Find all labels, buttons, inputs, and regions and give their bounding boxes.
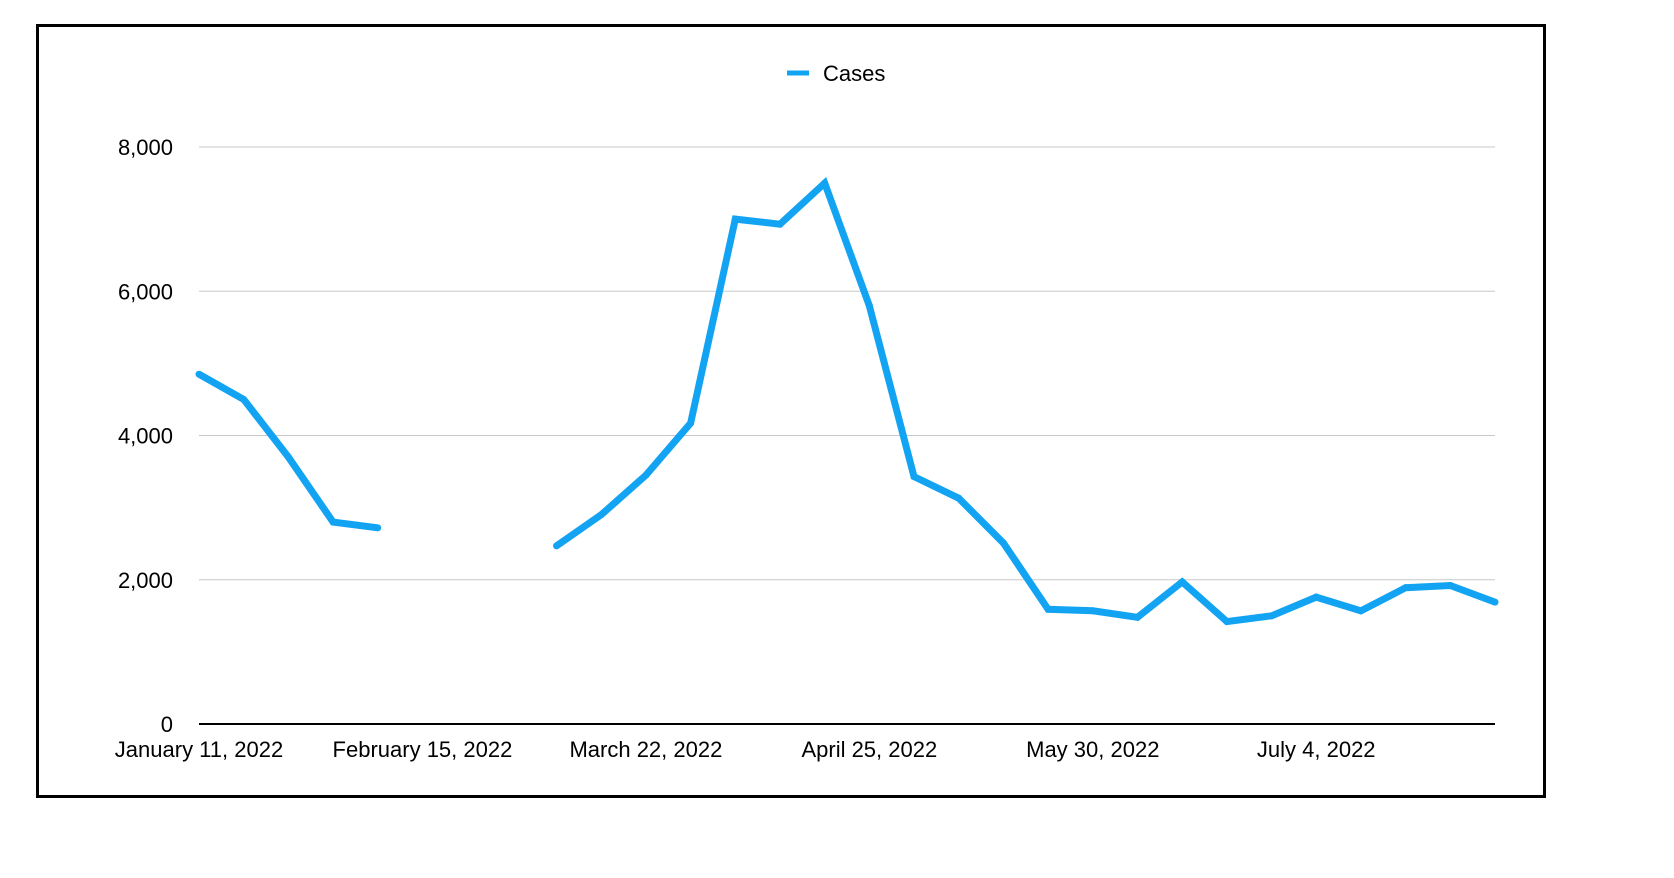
data-point — [687, 419, 695, 427]
x-tick-label: July 4, 2022 — [1257, 737, 1376, 762]
legend-label: Cases — [823, 61, 885, 86]
chart-frame: 0 2,000 4,000 6,000 8,000 January 11, 2022 Fe… — [36, 24, 1546, 798]
data-point — [553, 542, 561, 550]
data-point — [1402, 584, 1410, 592]
y-tick-label: 6,000 — [118, 279, 173, 304]
series-line-segment-0 — [197, 371, 379, 532]
data-point — [1089, 607, 1097, 615]
line-chart: 0 2,000 4,000 6,000 8,000 January 11, 2022 Fe… — [115, 61, 1499, 762]
data-point — [329, 518, 337, 526]
x-tick-label: January 11, 2022 — [115, 737, 283, 762]
data-point — [955, 494, 963, 502]
data-point — [910, 473, 918, 481]
legend: Cases — [787, 61, 885, 86]
data-point — [597, 511, 605, 519]
y-tick-label: 2,000 — [118, 568, 173, 593]
data-point — [1178, 578, 1186, 586]
y-tick-labels: 0 2,000 4,000 6,000 8,000 — [118, 135, 173, 737]
data-point — [642, 471, 650, 479]
series-cases — [195, 176, 1499, 626]
y-tick-label: 8,000 — [118, 135, 173, 160]
x-tick-label: February 15, 2022 — [333, 737, 513, 762]
y-tick-label: 0 — [161, 712, 173, 737]
data-point — [1044, 605, 1052, 613]
data-point — [1223, 618, 1231, 626]
data-point — [1133, 613, 1141, 621]
data-point — [1446, 582, 1454, 590]
data-point — [999, 539, 1007, 547]
data-point — [374, 524, 382, 532]
data-point — [1268, 612, 1276, 620]
x-tick-label: May 30, 2022 — [1026, 737, 1159, 762]
data-point — [1357, 607, 1365, 615]
series-line-segment-1 — [554, 176, 1497, 626]
y-tick-label: 4,000 — [118, 424, 173, 449]
data-point — [240, 395, 248, 403]
data-point — [1491, 598, 1499, 606]
data-point — [865, 302, 873, 310]
data-point — [821, 179, 829, 187]
data-point — [1312, 593, 1320, 601]
x-tick-label: April 25, 2022 — [801, 737, 937, 762]
x-tick-labels: January 11, 2022 February 15, 2022 March 2… — [115, 737, 1376, 762]
data-point — [731, 215, 739, 223]
data-point — [776, 220, 784, 228]
data-point — [284, 453, 292, 461]
x-tick-label: March 22, 2022 — [569, 737, 722, 762]
gridlines — [199, 146, 1495, 581]
data-point — [195, 370, 203, 378]
